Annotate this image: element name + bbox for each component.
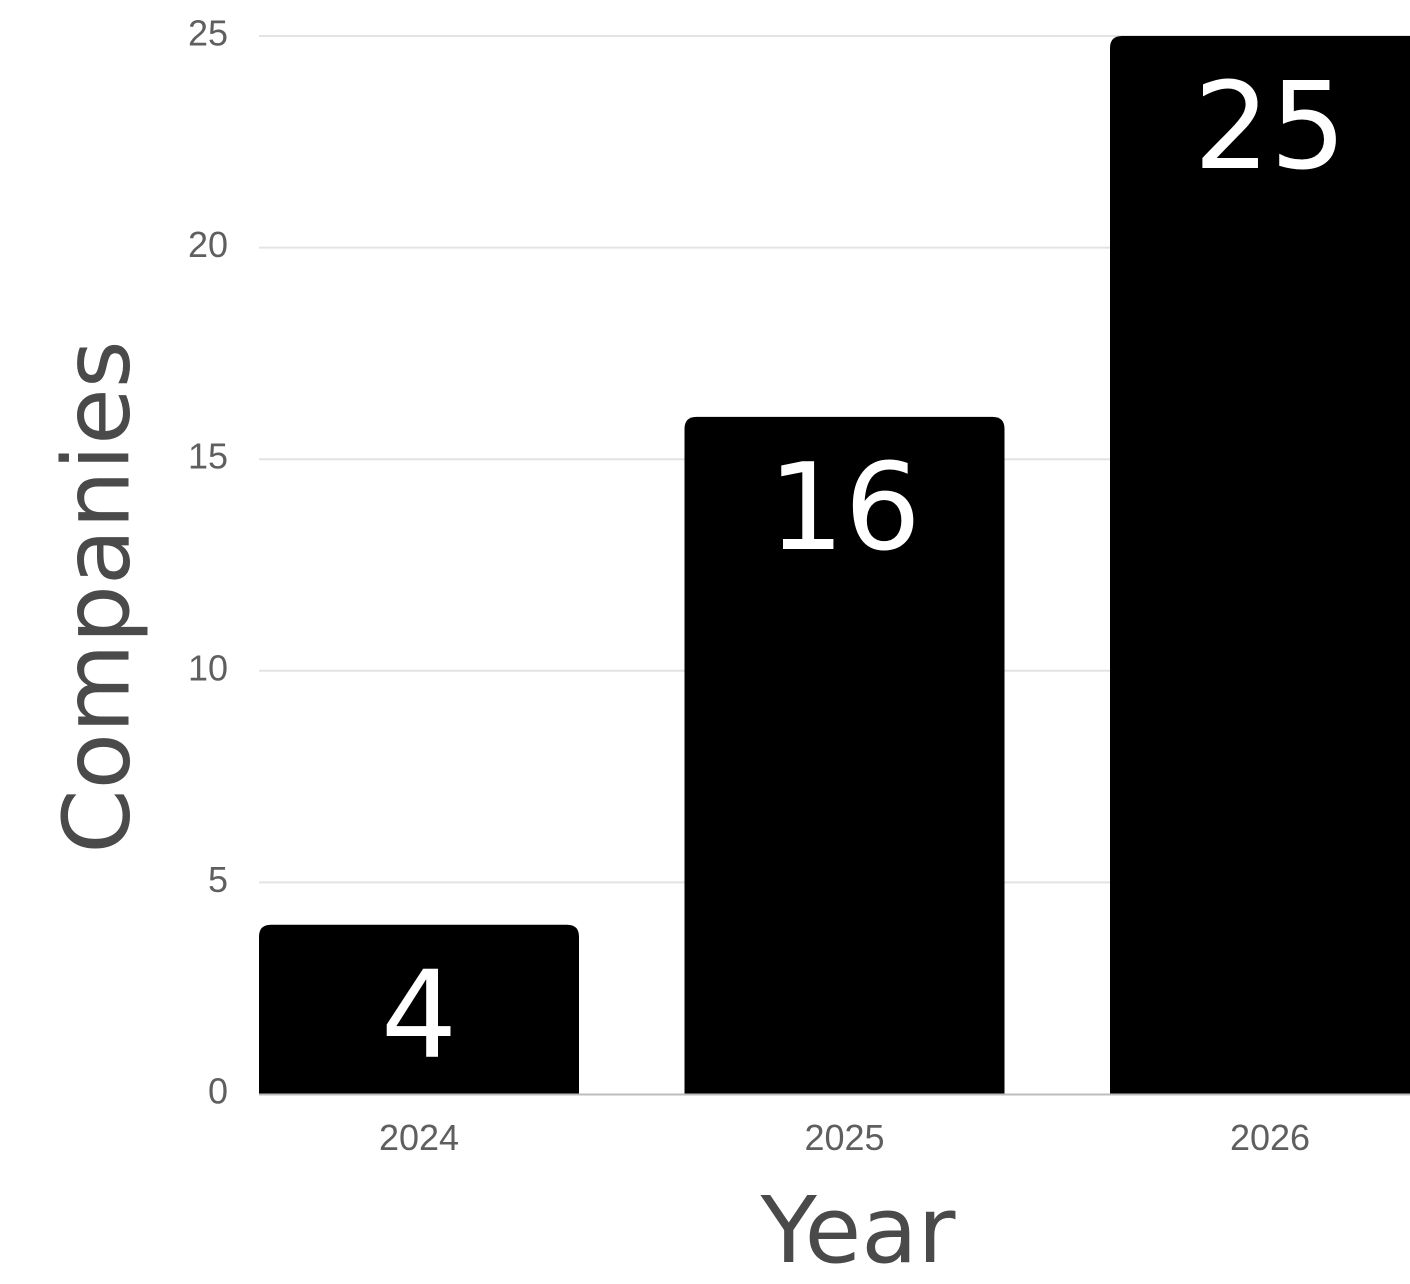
y-tick-label: 25 bbox=[188, 13, 228, 54]
y-tick-label: 15 bbox=[188, 436, 228, 477]
y-axis-title: Companies bbox=[43, 340, 150, 853]
data-label: 16 bbox=[768, 439, 921, 578]
bar-2024 bbox=[259, 924, 579, 1094]
y-tick-label: 0 bbox=[208, 1071, 228, 1112]
x-axis-title: Year bbox=[760, 1177, 956, 1284]
x-tick-label: 2026 bbox=[1230, 1117, 1310, 1158]
x-axis-ticks: 2024 2025 2026 bbox=[379, 1117, 1310, 1158]
y-tick-label: 5 bbox=[208, 859, 228, 900]
y-tick-label: 10 bbox=[188, 647, 228, 688]
x-tick-label: 2024 bbox=[379, 1117, 459, 1158]
data-label: 4 bbox=[381, 947, 457, 1086]
bars bbox=[259, 36, 1410, 1094]
y-tick-label: 20 bbox=[188, 224, 228, 265]
data-labels: 4 16 25 bbox=[381, 58, 1347, 1086]
data-label: 25 bbox=[1194, 58, 1347, 197]
x-tick-label: 2025 bbox=[804, 1117, 884, 1158]
y-axis-ticks: 0 5 10 15 20 25 bbox=[188, 13, 228, 1112]
bar-2025 bbox=[684, 416, 1005, 1094]
bar-2026 bbox=[1110, 36, 1410, 1094]
